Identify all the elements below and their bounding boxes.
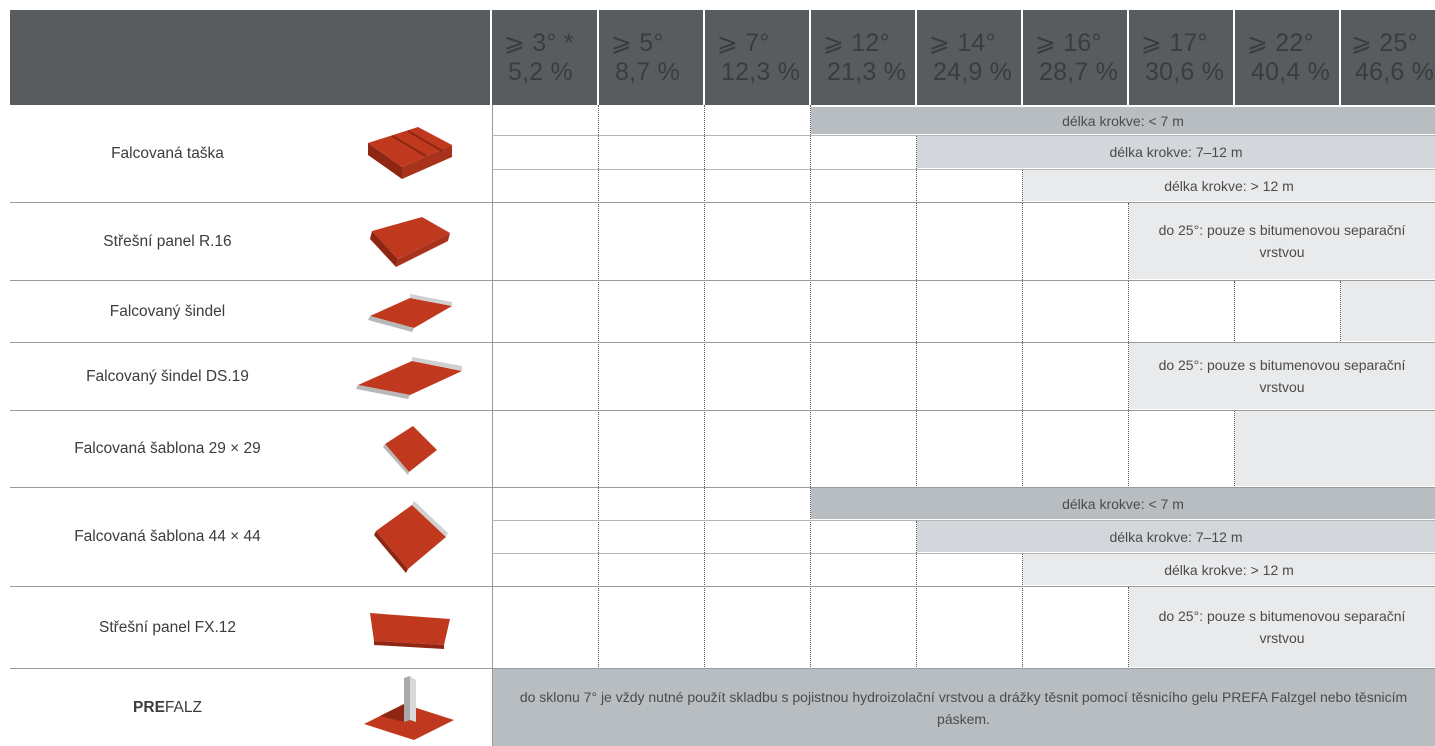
subrow-divider <box>492 135 1435 136</box>
header-percent: 30,6 % <box>1145 57 1225 86</box>
header-angle: ⩾ 14° <box>929 28 996 57</box>
header-col-4: ⩾ 12° 21,3 % <box>811 10 915 105</box>
product-name: Střešní panel R.16 <box>103 232 232 250</box>
subrow-divider <box>492 520 1435 521</box>
header-angle: ⩾ 17° <box>1141 28 1208 57</box>
row-divider <box>10 668 1435 669</box>
product-name-prefalz: PRE FALZ <box>10 669 325 746</box>
header-col-7: ⩾ 17° 30,6 % <box>1129 10 1233 105</box>
column-divider <box>1128 203 1129 279</box>
band-rafter-lt7: délka krokve: < 7 m <box>811 488 1435 519</box>
table-header <box>10 10 1435 105</box>
prefalz-icon <box>330 669 490 746</box>
product-name: Falcovaný šindel DS.19 <box>86 367 249 385</box>
header-separator <box>915 10 917 105</box>
column-divider <box>916 203 917 488</box>
band-bitumen-note: do 25°: pouze s bitumenovou separační vr… <box>1129 587 1435 667</box>
prefalz-note: do sklonu 7° je vždy nutné použít skladb… <box>492 669 1435 746</box>
row-divider <box>10 342 1435 343</box>
column-divider <box>1128 587 1129 669</box>
header-separator <box>809 10 811 105</box>
header-angle: ⩾ 22° <box>1247 28 1314 57</box>
band-rafter-gt12: délka krokve: > 12 m <box>1023 554 1435 585</box>
header-col-8: ⩾ 22° 40,4 % <box>1235 10 1339 105</box>
band-rafter-7-12: délka krokve: 7–12 m <box>917 136 1435 168</box>
product-name: Falcovaná šablona 44 × 44 <box>74 528 261 545</box>
header-separator <box>1127 10 1129 105</box>
header-angle: ⩾ 3° * <box>504 28 574 57</box>
header-separator <box>1021 10 1023 105</box>
band-shade <box>1235 411 1435 486</box>
header-angle: ⩾ 12° <box>823 28 890 57</box>
header-col-1: ⩾ 3° * 5,2 % <box>492 10 597 105</box>
column-divider <box>1234 281 1235 341</box>
column-divider <box>1022 554 1023 669</box>
header-col-2: ⩾ 5° 8,7 % <box>599 10 703 105</box>
header-angle: ⩾ 25° <box>1351 28 1418 57</box>
product-name: Falcovaný šindel <box>109 302 226 320</box>
panel-icon <box>330 203 490 280</box>
product-name: Střešní panel FX.12 <box>99 618 236 636</box>
header-angle: ⩾ 16° <box>1035 28 1102 57</box>
header-percent: 46,6 % <box>1355 57 1435 86</box>
brand-rest: FALZ <box>164 698 202 716</box>
header-separator <box>1233 10 1235 105</box>
band-rafter-7-12: délka krokve: 7–12 m <box>917 521 1435 552</box>
shingle-wide-icon <box>330 343 490 410</box>
header-separator <box>1339 10 1341 105</box>
header-col-6: ⩾ 16° 28,7 % <box>1023 10 1127 105</box>
tile-icon <box>330 105 490 202</box>
column-divider <box>492 105 493 746</box>
header-percent: 28,7 % <box>1039 57 1119 86</box>
column-divider <box>810 105 811 669</box>
row-divider <box>10 586 1435 587</box>
subrow-divider <box>492 169 1435 170</box>
product-name: Falcovaná taška <box>111 144 224 162</box>
header-col-9: ⩾ 25° 46,6 % <box>1341 10 1435 105</box>
diamond-large-icon <box>330 488 490 586</box>
header-col-3: ⩾ 7° 12,3 % <box>705 10 809 105</box>
column-divider <box>1128 281 1129 488</box>
header-separator <box>597 10 599 105</box>
band-rafter-gt12: délka krokve: > 12 m <box>1023 170 1435 201</box>
header-percent: 24,9 % <box>933 57 1013 86</box>
band-bitumen-note: do 25°: pouze s bitumenovou separační vr… <box>1129 343 1435 409</box>
header-percent: 12,3 % <box>721 57 801 86</box>
band-rafter-lt7: délka krokve: < 7 m <box>811 107 1435 134</box>
header-percent: 5,2 % <box>508 57 573 86</box>
row-divider <box>10 487 1435 488</box>
column-divider <box>1234 411 1235 486</box>
band-shade <box>1341 281 1435 341</box>
shingle-icon <box>330 281 490 342</box>
brand-bold: PRE <box>133 698 165 716</box>
header-col-5: ⩾ 14° 24,9 % <box>917 10 1021 105</box>
column-divider <box>916 521 917 669</box>
header-angle: ⩾ 5° <box>611 28 664 57</box>
header-percent: 40,4 % <box>1251 57 1331 86</box>
header-separator <box>490 10 492 105</box>
panel-fx-icon <box>330 587 490 668</box>
product-name: Falcovaná šablona 29 × 29 <box>74 440 261 457</box>
column-divider <box>1022 170 1023 203</box>
column-divider <box>704 105 705 669</box>
column-divider <box>598 105 599 669</box>
header-separator <box>703 10 705 105</box>
header-percent: 8,7 % <box>615 57 680 86</box>
row-divider <box>10 280 1435 281</box>
header-percent: 21,3 % <box>827 57 907 86</box>
column-divider <box>1340 281 1341 341</box>
header-angle: ⩾ 7° <box>717 28 770 57</box>
subrow-divider <box>492 553 1435 554</box>
row-divider <box>10 410 1435 411</box>
band-bitumen-note: do 25°: pouze s bitumenovou separační vr… <box>1129 203 1435 279</box>
row-divider <box>10 202 1435 203</box>
column-divider <box>1022 203 1023 488</box>
diamond-small-icon <box>330 411 490 487</box>
